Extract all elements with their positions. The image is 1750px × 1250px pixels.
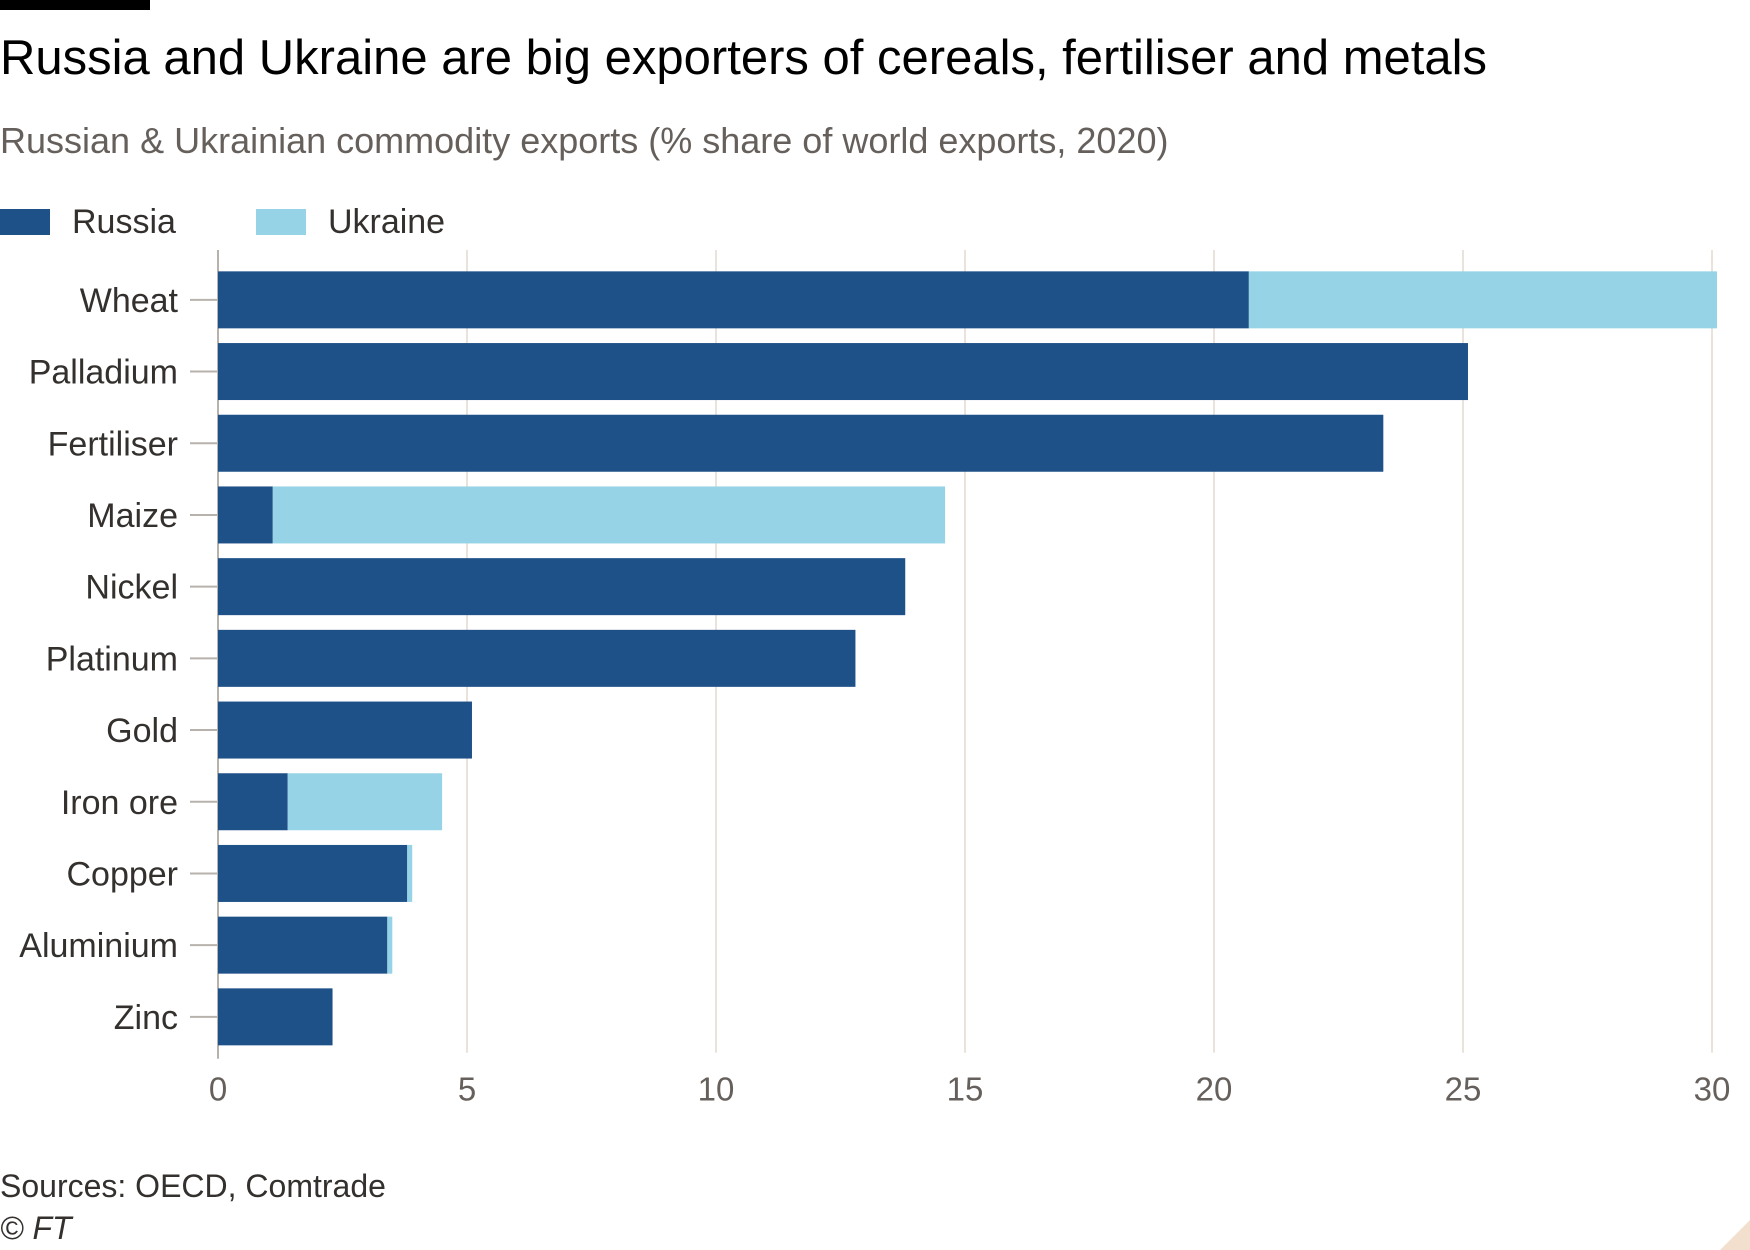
legend-swatch-ukraine	[255, 209, 306, 235]
source-note: Sources: OECD, Comtrade	[0, 1168, 386, 1204]
bar-maize-ukraine	[272, 486, 946, 544]
category-label-fertiliser: Fertiliser	[48, 425, 178, 463]
x-tick-label-10: 10	[698, 1071, 735, 1108]
legend-swatch-russia	[0, 209, 50, 235]
category-label-zinc: Zinc	[114, 999, 178, 1037]
x-tick-label-30: 30	[1694, 1071, 1731, 1108]
bar-aluminium-ukraine	[387, 916, 393, 974]
legend-item-russia: Russia	[0, 203, 176, 242]
corner-mark	[1720, 1220, 1750, 1250]
bar-nickel-russia	[218, 558, 906, 616]
x-tick-label-15: 15	[947, 1071, 984, 1108]
bar-gold-russia	[218, 701, 472, 759]
bar-iron-ore-russia	[218, 773, 288, 831]
chart-title: Russia and Ukraine are big exporters of …	[0, 31, 1488, 85]
legend-label-ukraine: Ukraine	[327, 202, 446, 241]
x-tick-label-25: 25	[1445, 1071, 1482, 1108]
bar-wheat-russia	[218, 271, 1249, 329]
bar-copper-ukraine	[407, 844, 413, 902]
category-label-wheat: Wheat	[80, 282, 179, 320]
category-label-nickel: Nickel	[85, 569, 178, 607]
bar-zinc-russia	[218, 988, 333, 1046]
top-accent-bar	[0, 0, 150, 10]
bar-wheat-ukraine	[1248, 271, 1717, 329]
category-label-platinum: Platinum	[46, 640, 178, 678]
x-tick-label-0: 0	[209, 1071, 227, 1108]
legend: Russia Ukraine	[0, 200, 525, 244]
x-tick-label-5: 5	[458, 1071, 476, 1108]
category-label-gold: Gold	[106, 712, 178, 750]
bar-chart: 0 5 10 15 20 25 30 Wheat Palladium Fertiliser Maiz…	[19, 250, 1731, 1108]
category-label-copper: Copper	[66, 855, 178, 893]
bar-fertiliser-russia	[218, 414, 1384, 472]
bar-maize-russia	[218, 486, 273, 544]
category-label-palladium: Palladium	[29, 354, 178, 392]
bar-palladium-russia	[218, 343, 1468, 401]
legend-label-russia: Russia	[72, 202, 176, 241]
category-label-maize: Maize	[87, 497, 178, 535]
bar-platinum-russia	[218, 629, 856, 687]
category-label-aluminium: Aluminium	[19, 927, 178, 965]
bar-copper-russia	[218, 844, 408, 902]
legend-item-ukraine: Ukraine	[255, 202, 446, 242]
bar-aluminium-russia	[218, 916, 388, 974]
bar-iron-ore-ukraine	[287, 773, 443, 831]
copyright-note: © FT	[0, 1210, 72, 1246]
x-tick-label-20: 20	[1196, 1071, 1233, 1108]
chart-subtitle: Russian & Ukrainian commodity exports (%…	[0, 120, 1169, 161]
category-label-iron-ore: Iron ore	[61, 784, 178, 822]
